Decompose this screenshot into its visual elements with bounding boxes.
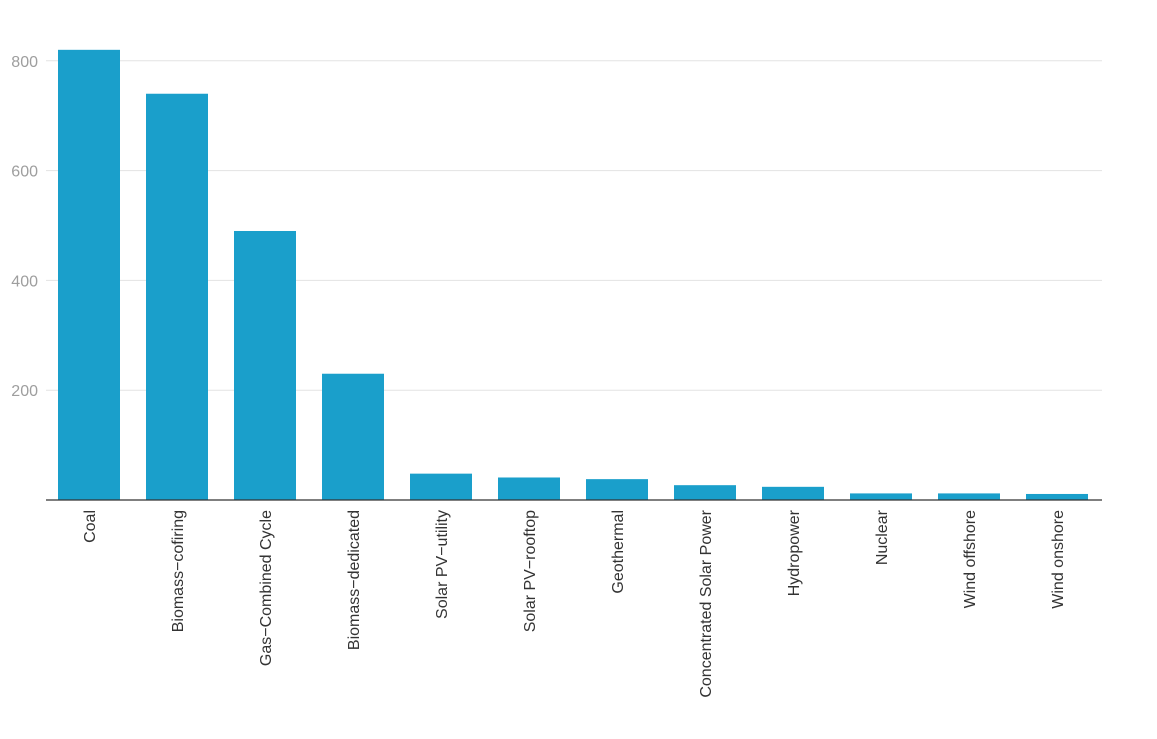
x-tick-label: Biomass−dedicated xyxy=(346,510,363,650)
bar-7 xyxy=(586,479,648,500)
bar-3 xyxy=(234,230,296,501)
x-tick-label: Nuclear xyxy=(874,509,891,565)
x-tick-label: Wind offshore xyxy=(962,510,979,609)
y-tick-label: 200 xyxy=(11,383,38,400)
x-tick-label: Concentrated Solar Power xyxy=(698,509,715,697)
bar-11 xyxy=(938,493,1000,500)
x-tick-label: Wind onshore xyxy=(1050,510,1067,609)
bars xyxy=(58,49,1088,501)
x-tick-label: Hydropower xyxy=(786,509,803,596)
gridlines xyxy=(46,60,1102,391)
y-tick-labels: 200 400 600 800 xyxy=(11,54,38,400)
bar-10 xyxy=(850,493,912,500)
x-tick-label: Solar PV−utility xyxy=(434,510,451,619)
x-tick-label: Solar PV−rooftop xyxy=(522,510,539,632)
y-tick-label: 400 xyxy=(11,273,38,290)
x-tick-labels: Coal Biomass−cofiring Gas−Combined Cycle Bi… xyxy=(82,509,1067,697)
y-tick-label: 800 xyxy=(11,54,38,71)
bar-9 xyxy=(762,486,824,500)
bar-4 xyxy=(322,373,384,500)
x-tick-label: Geothermal xyxy=(610,510,627,594)
x-tick-label: Biomass−cofiring xyxy=(170,510,187,632)
bar-5 xyxy=(410,473,472,500)
x-tick-label: Gas−Combined Cycle xyxy=(258,510,275,666)
bar-8 xyxy=(674,485,736,500)
bar-6 xyxy=(498,477,560,500)
bar-12 xyxy=(1026,493,1088,500)
y-tick-label: 600 xyxy=(11,164,38,181)
bar-1 xyxy=(58,49,120,500)
x-tick-label: Coal xyxy=(82,510,99,543)
bar-2 xyxy=(146,93,208,501)
